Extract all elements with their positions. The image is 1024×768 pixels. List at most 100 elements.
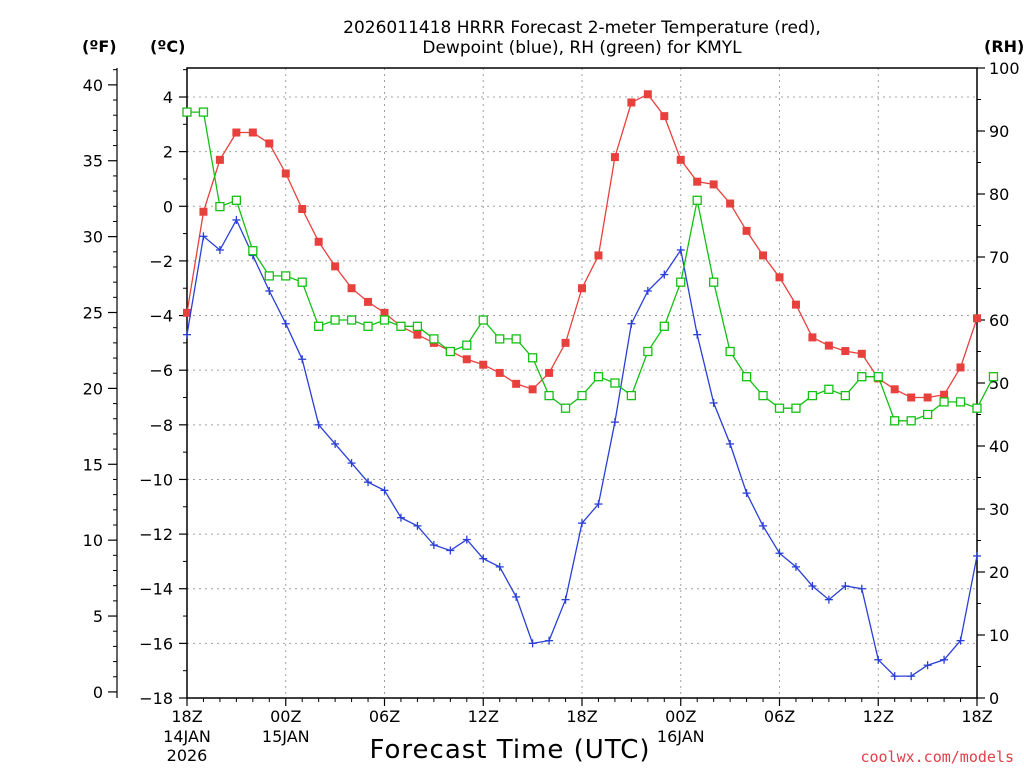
celsius-tick-label: 2	[163, 143, 173, 162]
temperature-point	[643, 90, 652, 99]
celsius-unit-label: (ºC)	[150, 37, 185, 56]
rh-point	[725, 346, 735, 357]
dewpoint-point	[364, 478, 373, 487]
dewpoint-point	[479, 554, 488, 563]
rh-tick-label: 0	[989, 689, 999, 708]
rh-point	[824, 384, 834, 394]
fahrenheit-tick-label: 10	[83, 531, 103, 550]
dewpoint-point	[627, 319, 636, 328]
x-tick-label: 06Z	[369, 707, 400, 726]
rh-point	[198, 107, 209, 117]
fahrenheit-tick-label: 35	[83, 152, 103, 171]
dewpoint-point	[281, 319, 290, 328]
temperature-point	[479, 360, 488, 369]
rh-point	[791, 403, 801, 413]
rh-point	[593, 372, 604, 382]
x-tick-date: 14JAN	[163, 727, 211, 746]
temperature-point	[413, 330, 422, 339]
rh-point	[709, 277, 719, 287]
rh-point	[248, 246, 258, 256]
rh-point	[544, 390, 554, 401]
dewpoint-point	[380, 486, 389, 495]
dewpoint-point	[676, 245, 685, 254]
rh-point	[363, 321, 373, 331]
rh-point	[478, 315, 488, 325]
dewpoint-point	[857, 584, 866, 593]
dewpoint-point	[693, 330, 702, 339]
dewpoint-point	[347, 459, 356, 468]
x-tick-label: 18Z	[171, 707, 202, 726]
rh-point	[873, 372, 883, 382]
axes: 0510152025303540−18−16−14−12−10−8−6−4−20…	[83, 59, 1020, 765]
rh-point	[215, 201, 225, 212]
dewpoint-point	[462, 535, 471, 544]
x-tick-label: 12Z	[863, 707, 894, 726]
dewpoint-point	[709, 398, 718, 407]
dewpoint-point	[429, 541, 438, 550]
rh-unit-label: (RH)	[984, 37, 1024, 56]
dewpoint-point	[874, 655, 883, 664]
dewpoint-point	[660, 270, 669, 279]
temperature-point	[331, 262, 340, 271]
temperature-point	[923, 393, 932, 402]
temperature-point	[545, 368, 554, 377]
dewpoint-point	[232, 215, 241, 224]
rh-point	[560, 403, 571, 413]
dewpoint-point	[824, 595, 833, 604]
rh-point	[264, 271, 274, 281]
celsius-tick-label: −6	[149, 361, 173, 380]
temperature-point	[561, 338, 570, 347]
x-tick-label: 18Z	[961, 707, 992, 726]
temperature-point	[314, 237, 323, 246]
temperature-point	[265, 139, 274, 148]
temperature-point	[380, 308, 389, 317]
celsius-tick-label: −18	[139, 689, 173, 708]
x-tick-label: 00Z	[270, 707, 301, 726]
celsius-tick-label: −4	[149, 307, 173, 326]
temperature-point	[298, 205, 307, 214]
temperature-point	[759, 251, 768, 260]
rh-tick-label: 20	[989, 563, 1009, 582]
rh-point	[988, 372, 999, 382]
rh-point	[330, 315, 340, 325]
rh-point	[610, 378, 620, 388]
temperature-point	[215, 155, 224, 164]
rh-point	[577, 390, 587, 401]
temperature-point	[610, 153, 619, 162]
dewpoint-point	[545, 636, 554, 645]
dewpoint-point	[265, 286, 274, 295]
rh-point	[741, 372, 752, 382]
rh-point	[281, 271, 291, 281]
rh-point	[314, 321, 324, 331]
fahrenheit-tick-label: 25	[83, 304, 103, 323]
x-tick-year: 2026	[167, 746, 208, 765]
fahrenheit-tick-label: 40	[83, 76, 103, 95]
dewpoint-point	[413, 521, 422, 530]
celsius-tick-label: −8	[149, 416, 173, 435]
temperature-point	[824, 341, 833, 350]
dewpoint-point	[314, 420, 323, 429]
rh-tick-label: 30	[989, 500, 1009, 519]
rh-point	[527, 353, 538, 363]
rh-point	[412, 321, 423, 331]
temperature-point	[364, 297, 373, 306]
dewpoint-point	[923, 661, 932, 670]
rh-tick-label: 70	[989, 248, 1009, 267]
fahrenheit-tick-label: 30	[83, 228, 103, 247]
temperature-point	[890, 385, 899, 394]
rh-point	[939, 397, 949, 407]
temperature-point	[940, 390, 949, 399]
rh-point	[495, 334, 505, 344]
grid	[187, 68, 977, 698]
x-tick-label: 18Z	[566, 707, 597, 726]
x-tick-label: 00Z	[665, 707, 696, 726]
chart-subtitle: Dewpoint (blue), RH (green) for KMYL	[422, 38, 742, 58]
temperature-point	[462, 355, 471, 364]
rh-point	[511, 334, 521, 344]
dewpoint-point	[907, 672, 916, 681]
x-axis-title: Forecast Time (UTC)	[369, 735, 650, 765]
temperature-point	[907, 393, 916, 402]
temperature-point	[528, 385, 537, 394]
rh-point	[346, 315, 357, 325]
